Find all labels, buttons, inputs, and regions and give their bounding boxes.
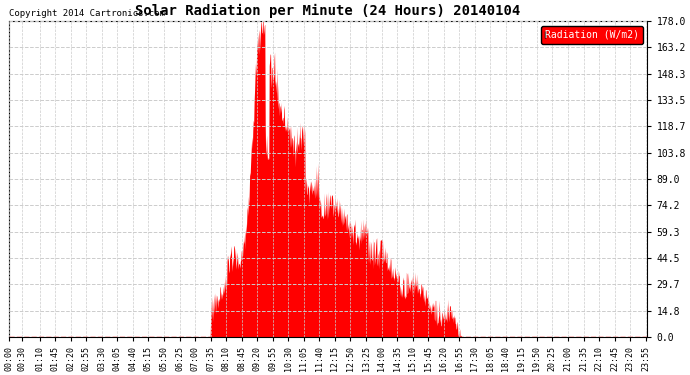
Title: Solar Radiation per Minute (24 Hours) 20140104: Solar Radiation per Minute (24 Hours) 20… bbox=[135, 4, 521, 18]
Text: Copyright 2014 Cartronics.com: Copyright 2014 Cartronics.com bbox=[9, 9, 164, 18]
Legend: Radiation (W/m2): Radiation (W/m2) bbox=[541, 26, 642, 44]
